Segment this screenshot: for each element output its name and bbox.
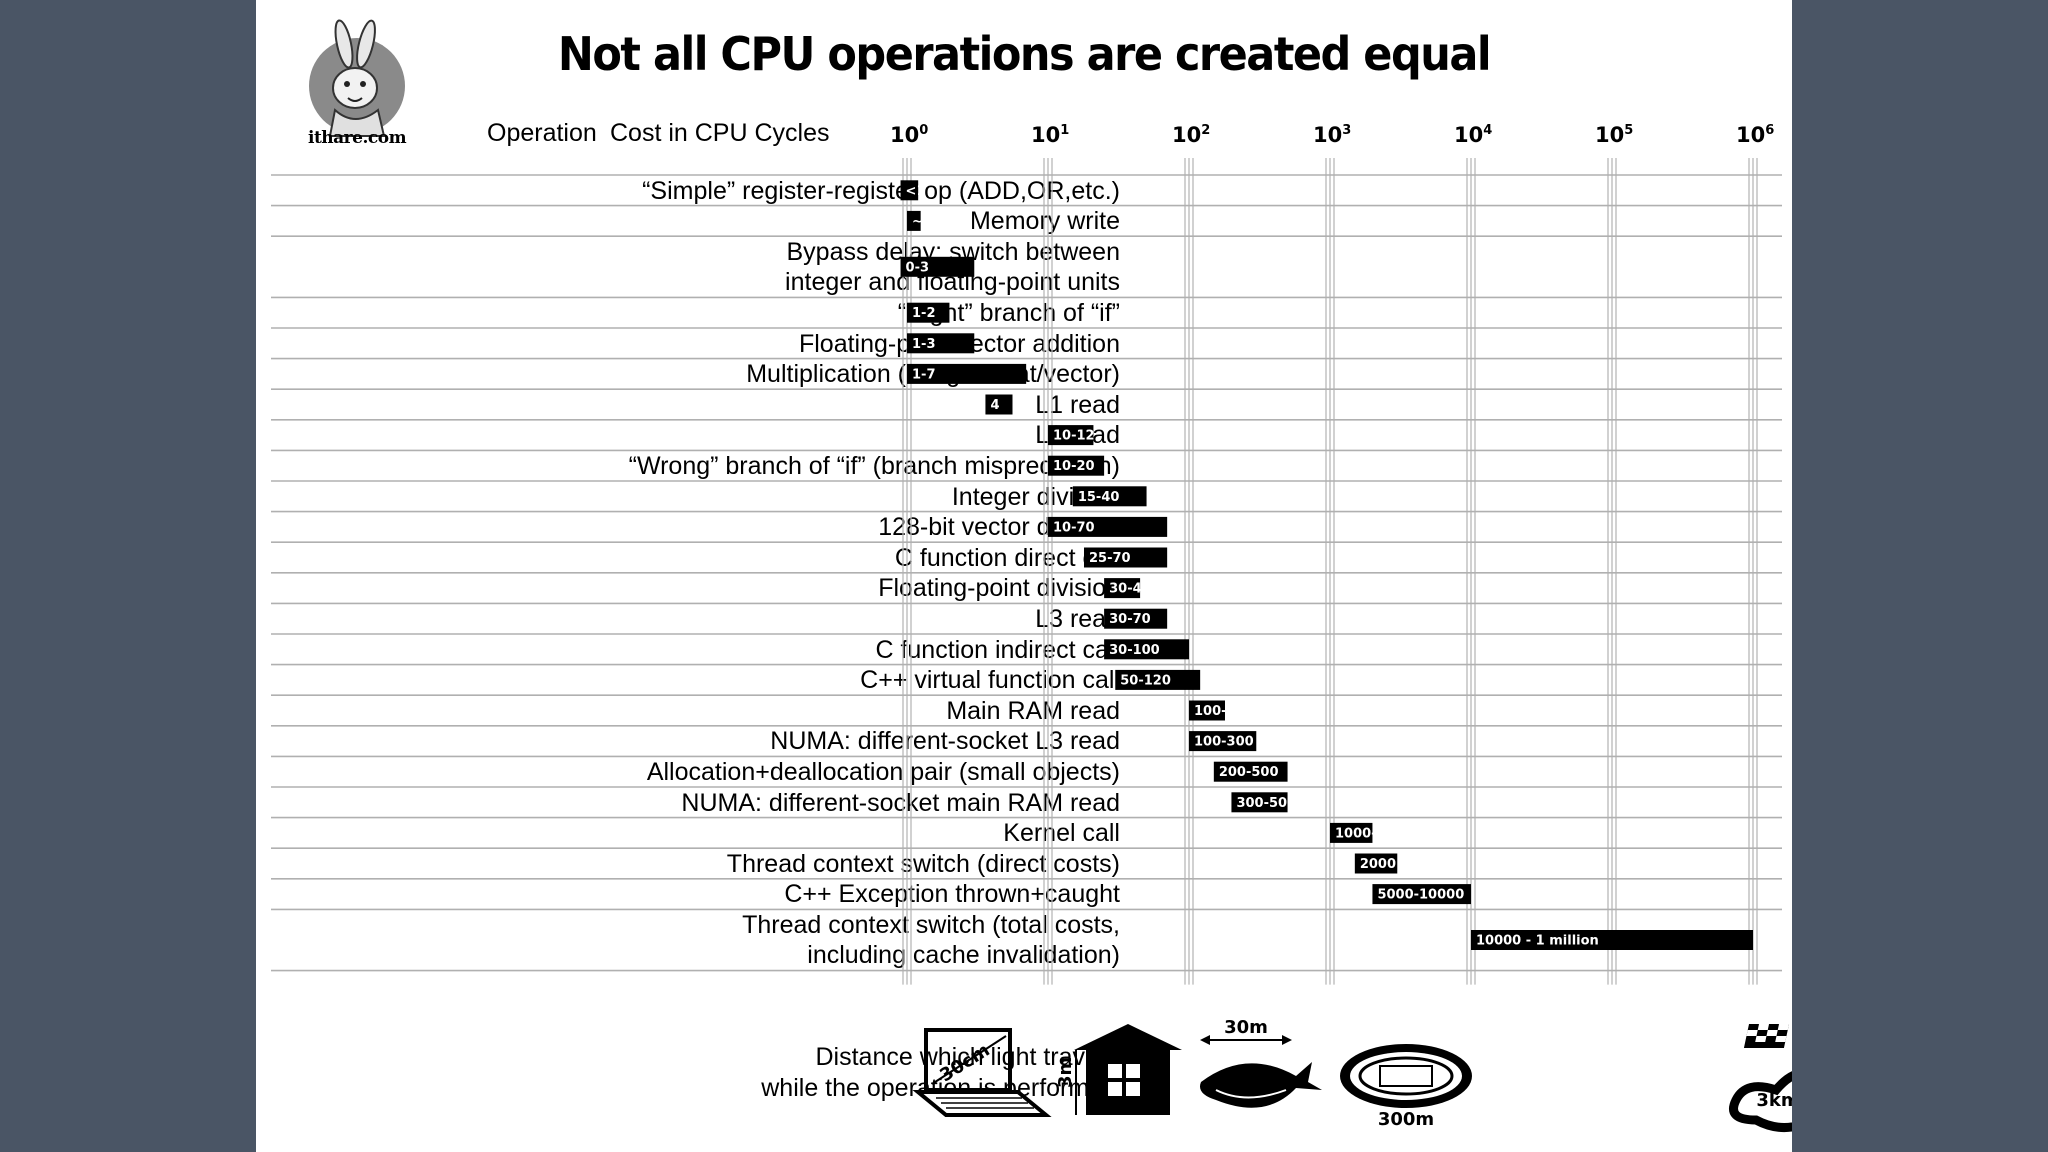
bar-value-label: 10-70: [1053, 520, 1095, 535]
bar-value-label: ~1: [912, 214, 932, 229]
cost-bar: [1372, 884, 1471, 905]
bar-value-label: 10-12: [1053, 429, 1095, 444]
column-header-cost: Cost in CPU Cycles: [610, 119, 830, 147]
cost-bar: [907, 363, 1027, 384]
tick-label: 102: [1172, 123, 1210, 147]
laptop-label: 30cm: [936, 1040, 993, 1087]
column-header-operation: Operation: [487, 119, 597, 147]
stadium-label: 300m: [1378, 1109, 1434, 1130]
cost-bar: [1048, 516, 1168, 537]
logo-text: ithare.com: [308, 128, 407, 148]
operation-label: Thread context switch (direct costs): [726, 849, 1120, 878]
cost-bar: [1354, 853, 1398, 874]
cost-bar: [907, 302, 950, 323]
stadium-track-icon: 300m: [1340, 1044, 1472, 1130]
chart-bars: <1 ~1 0-3 1-2 1-3 1-7 4 10-12 10-20 15-40 10-70 25-…: [900, 180, 1753, 950]
operation-label: C function direct call: [894, 543, 1120, 572]
cost-bar: [1330, 822, 1373, 843]
cost-bar: [907, 333, 975, 354]
cost-bar: [1048, 425, 1094, 446]
cost-bar: [1072, 486, 1147, 507]
cost-bar: [1471, 930, 1753, 950]
cost-chart: <1 ~1 0-3 1-2 1-3 1-7 4 10-12 10-20 15-40 10-70 25-…: [271, 123, 1782, 985]
bar-value-label: 50-120: [1120, 673, 1171, 688]
bar-value-label: 10000 - 1 million: [1476, 934, 1599, 949]
operation-label: NUMA: different-socket main RAM read: [681, 788, 1120, 817]
operation-label: C++ Exception thrown+caught: [784, 880, 1120, 909]
bar-value-label: 100-150: [1194, 704, 1254, 719]
race-track-label: 3km: [1756, 1090, 1792, 1111]
operation-label: Thread context switch (total costs, inclu…: [742, 910, 1120, 970]
cost-bar: [1104, 639, 1189, 660]
cost-bar: [1213, 761, 1288, 782]
tick-label: 103: [1313, 123, 1351, 147]
cost-bar: [1189, 700, 1225, 721]
cost-bar: [1083, 547, 1168, 568]
house-icon: 3m: [1055, 1024, 1182, 1115]
bar-value-label: 30-100: [1109, 643, 1160, 658]
operation-label: Kernel call: [1003, 819, 1120, 848]
bar-value-label: 1-2: [912, 306, 936, 321]
bar-value-label: <1: [906, 184, 926, 199]
tick-label: 105: [1595, 123, 1633, 147]
checkered-flag-icon: [1743, 1024, 1790, 1048]
bar-value-label: 25-70: [1089, 551, 1131, 566]
distance-icons: 30cm 3m 30m 300m: [912, 1017, 1792, 1133]
cost-bar: [1115, 669, 1201, 690]
bar-value-label: 100-300: [1194, 735, 1254, 750]
cost-bar: [1189, 731, 1257, 752]
cost-bar: [1048, 455, 1105, 476]
chart-row-lines: [271, 174, 1782, 972]
cost-bar: [985, 394, 1013, 415]
operation-label: Floating-point division: [878, 574, 1120, 603]
bar-value-label: 4: [990, 398, 999, 413]
cost-bar: [900, 256, 975, 277]
operation-label: “Simple” register-register op (ADD,OR,et…: [642, 176, 1120, 205]
operation-label: Main RAM read: [946, 696, 1120, 725]
operation-label: Allocation+deallocation pair (small obje…: [646, 757, 1120, 786]
distance-caption-line: Distance which light travels: [815, 1043, 1117, 1071]
bar-value-label: 300-500: [1236, 796, 1296, 811]
cost-bar: [1231, 792, 1288, 813]
bar-value-label: 2000: [1360, 857, 1396, 872]
bar-value-label: 1-7: [912, 367, 936, 382]
chart-title: Not all CPU operations are created equal: [557, 27, 1492, 82]
cost-bar: [1104, 608, 1168, 629]
operation-label: “Wrong” branch of “if” (branch mispredic…: [628, 451, 1120, 480]
bar-value-label: 1-3: [912, 337, 936, 352]
cost-bar: [907, 210, 921, 231]
laptop-icon: 30cm: [912, 1028, 1052, 1117]
bar-value-label: 200-500: [1219, 765, 1279, 780]
bar-value-label: 30-70: [1109, 612, 1151, 627]
slide: Not all CPU operations are created equal…: [256, 0, 1792, 1152]
bar-value-label: 5000-10000: [1377, 888, 1464, 903]
bar-value-label: 15-40: [1078, 490, 1120, 505]
whale-label: 30m: [1224, 1017, 1268, 1038]
tick-label: 100: [890, 123, 928, 147]
house-label: 3m: [1055, 1057, 1076, 1088]
operation-label: NUMA: different-socket L3 read: [770, 727, 1120, 756]
operation-label: L1 read: [1035, 390, 1120, 419]
rabbit-mascot-icon: [309, 19, 405, 137]
whale-icon: 30m: [1200, 1017, 1322, 1108]
chart-tick-labels: 100 101 102 103 104 105 106: [890, 123, 1774, 147]
tick-label: 101: [1031, 123, 1069, 147]
bar-value-label: 10-20: [1053, 459, 1095, 474]
cost-bar: [900, 180, 919, 201]
tick-label: 106: [1736, 123, 1774, 147]
operation-label: C function indirect call: [875, 635, 1120, 664]
chart-grid: [902, 158, 1758, 985]
race-track-icon: 3km: [1729, 1024, 1792, 1133]
operation-label: Memory write: [969, 207, 1120, 236]
cost-bar: [1104, 578, 1141, 599]
bar-value-label: 0-3: [906, 260, 930, 275]
bar-value-label: 1000-1500: [1335, 826, 1413, 841]
bar-value-label: 30-40: [1109, 582, 1151, 597]
tick-label: 104: [1454, 123, 1492, 147]
